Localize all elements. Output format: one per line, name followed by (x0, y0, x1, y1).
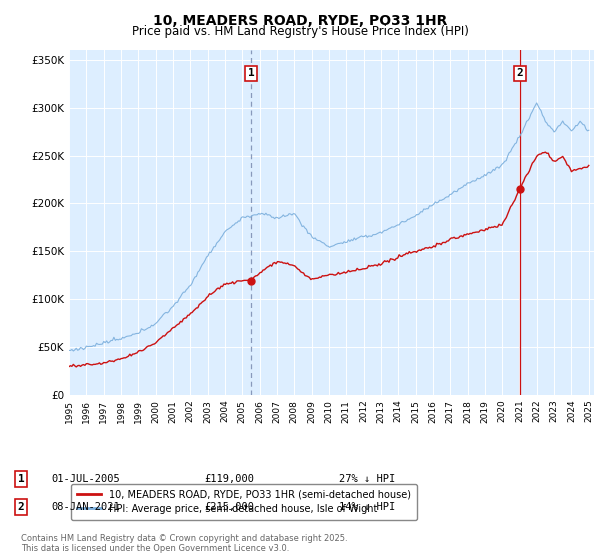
Text: 2: 2 (517, 68, 523, 78)
Text: £119,000: £119,000 (204, 474, 254, 484)
Text: 01-JUL-2005: 01-JUL-2005 (51, 474, 120, 484)
Text: 10, MEADERS ROAD, RYDE, PO33 1HR: 10, MEADERS ROAD, RYDE, PO33 1HR (153, 14, 447, 28)
Text: 1: 1 (17, 474, 25, 484)
Text: 08-JAN-2021: 08-JAN-2021 (51, 502, 120, 512)
Text: Price paid vs. HM Land Registry's House Price Index (HPI): Price paid vs. HM Land Registry's House … (131, 25, 469, 38)
Text: 14% ↓ HPI: 14% ↓ HPI (339, 502, 395, 512)
Legend: 10, MEADERS ROAD, RYDE, PO33 1HR (semi-detached house), HPI: Average price, semi: 10, MEADERS ROAD, RYDE, PO33 1HR (semi-d… (71, 484, 417, 520)
Text: £215,000: £215,000 (204, 502, 254, 512)
Text: 1: 1 (248, 68, 254, 78)
Text: 27% ↓ HPI: 27% ↓ HPI (339, 474, 395, 484)
Text: Contains HM Land Registry data © Crown copyright and database right 2025.
This d: Contains HM Land Registry data © Crown c… (21, 534, 347, 553)
Text: 2: 2 (17, 502, 25, 512)
